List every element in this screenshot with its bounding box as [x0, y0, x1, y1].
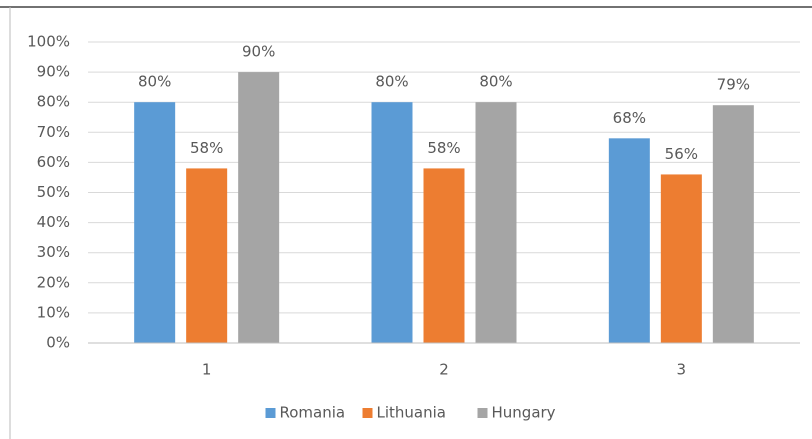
y-tick-label: 60% — [37, 153, 70, 171]
data-label: 56% — [665, 145, 698, 163]
legend-label: Romania — [280, 404, 346, 422]
data-label: 68% — [613, 109, 646, 127]
y-tick-label: 10% — [37, 303, 70, 321]
bar — [660, 174, 702, 343]
bar — [475, 102, 517, 343]
y-tick-label: 80% — [37, 93, 70, 111]
data-label: 79% — [717, 76, 750, 94]
bar — [186, 168, 228, 343]
y-tick-label: 30% — [37, 243, 70, 261]
data-label: 80% — [375, 73, 408, 91]
bar — [371, 102, 413, 343]
legend-label: Lithuania — [377, 404, 446, 422]
y-tick-label: 40% — [37, 213, 70, 231]
y-tick-label: 50% — [37, 183, 70, 201]
bar — [608, 138, 650, 343]
bar — [712, 105, 754, 344]
x-tick-label: 2 — [439, 361, 449, 379]
legend-swatch — [265, 408, 276, 418]
data-label: 58% — [190, 139, 223, 157]
legend-label: Hungary — [492, 404, 556, 422]
data-label: 90% — [242, 43, 275, 61]
data-label: 58% — [427, 139, 460, 157]
bar — [238, 72, 280, 343]
y-tick-label: 20% — [37, 273, 70, 291]
y-tick-label: 0% — [46, 334, 70, 352]
data-label: 80% — [479, 73, 512, 91]
y-tick-label: 100% — [27, 33, 70, 51]
y-tick-label: 90% — [37, 63, 70, 81]
y-tick-label: 70% — [37, 123, 70, 141]
bar — [134, 102, 176, 343]
legend-swatch — [362, 408, 373, 418]
x-tick-label: 1 — [202, 361, 212, 379]
bar — [423, 168, 465, 343]
data-label: 80% — [138, 73, 171, 91]
legend-swatch — [477, 408, 488, 418]
x-tick-label: 3 — [677, 361, 687, 379]
